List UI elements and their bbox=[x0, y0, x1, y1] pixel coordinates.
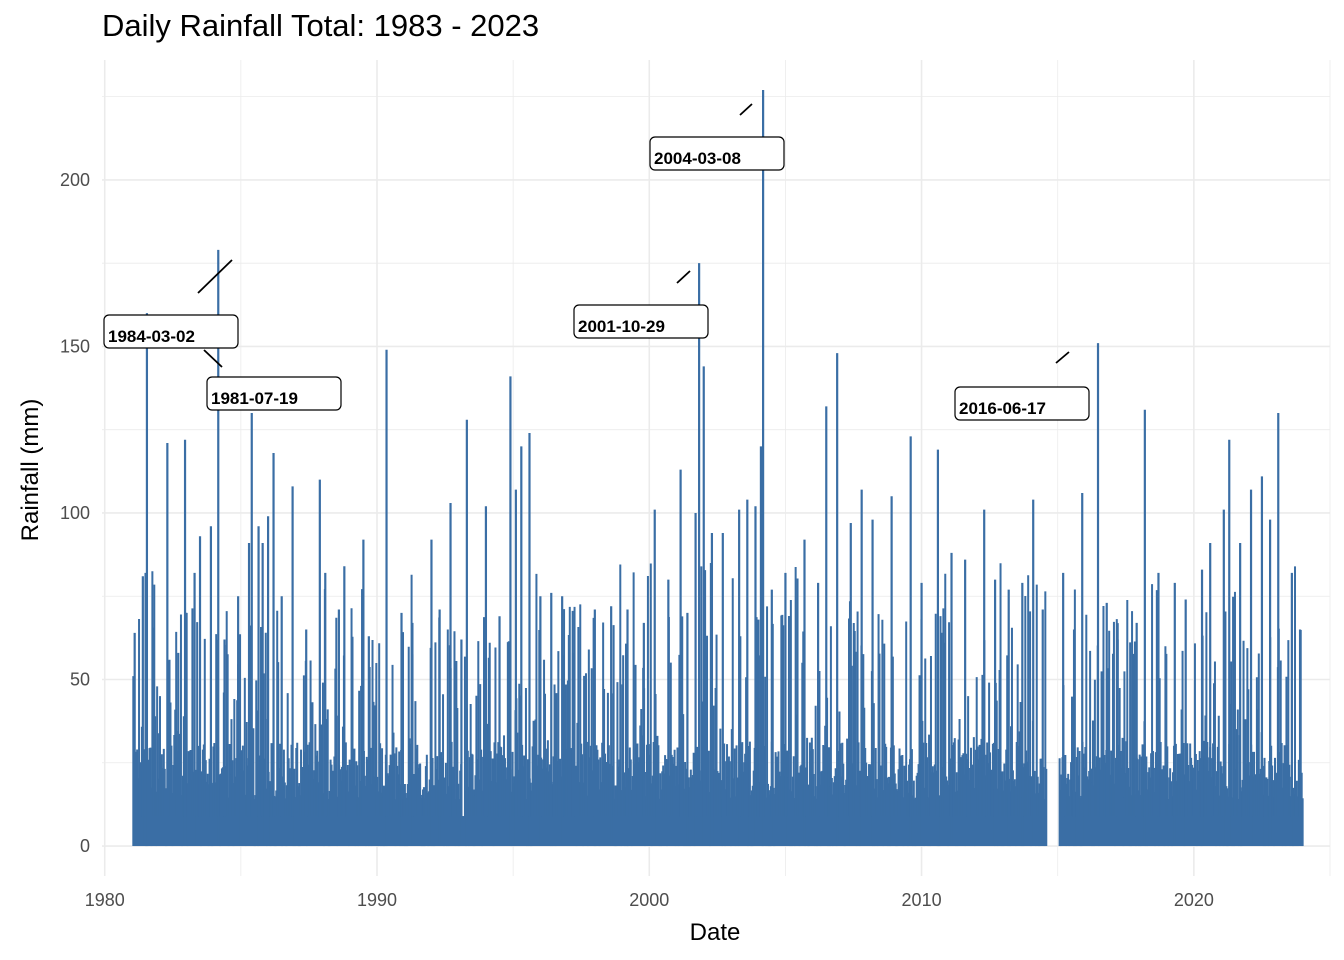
axes: 1980 1990 2000 2010 2020 0 50 100 150 200 bbox=[60, 170, 1214, 910]
rainfall-series bbox=[132, 89, 1304, 847]
y-tick-label: 150 bbox=[60, 336, 90, 356]
x-tick-label: 2010 bbox=[902, 890, 942, 910]
x-tick-label: 2020 bbox=[1174, 890, 1214, 910]
annotation-leader bbox=[1055, 351, 1070, 364]
annotation-leader bbox=[197, 259, 233, 294]
annotation-label: 2001-10-29 bbox=[578, 317, 665, 336]
annotation-leader bbox=[739, 103, 753, 116]
annotation-box bbox=[573, 304, 709, 339]
annotation-label: 1981-07-19 bbox=[211, 389, 298, 408]
annotation-box bbox=[649, 136, 785, 171]
annotation-leader bbox=[676, 270, 691, 284]
rainfall-base bbox=[1059, 816, 1303, 847]
annotation-box bbox=[206, 376, 342, 411]
annotation-label: 2016-06-17 bbox=[959, 399, 1046, 418]
x-axis-title: Date bbox=[690, 919, 741, 946]
y-axis-title: Rainfall (mm) bbox=[17, 399, 44, 542]
annotation-box bbox=[954, 386, 1090, 421]
annotation-box bbox=[103, 314, 239, 349]
rainfall-base bbox=[133, 816, 1047, 847]
y-tick-label: 50 bbox=[70, 669, 90, 689]
annotations: 1984-03-02 1981-07-19 2004-03-08 2001-10-29… bbox=[103, 103, 1090, 421]
y-tick-label: 100 bbox=[60, 503, 90, 523]
x-tick-label: 2000 bbox=[629, 890, 669, 910]
y-tick-label: 0 bbox=[80, 836, 90, 856]
x-tick-label: 1980 bbox=[85, 890, 125, 910]
x-tick-label: 1990 bbox=[357, 890, 397, 910]
annotation-label: 2004-03-08 bbox=[654, 149, 741, 168]
annotation-label: 1984-03-02 bbox=[108, 327, 195, 346]
y-tick-label: 200 bbox=[60, 170, 90, 190]
annotation-leader bbox=[203, 349, 223, 368]
chart-title: Daily Rainfall Total: 1983 - 2023 bbox=[102, 8, 540, 43]
